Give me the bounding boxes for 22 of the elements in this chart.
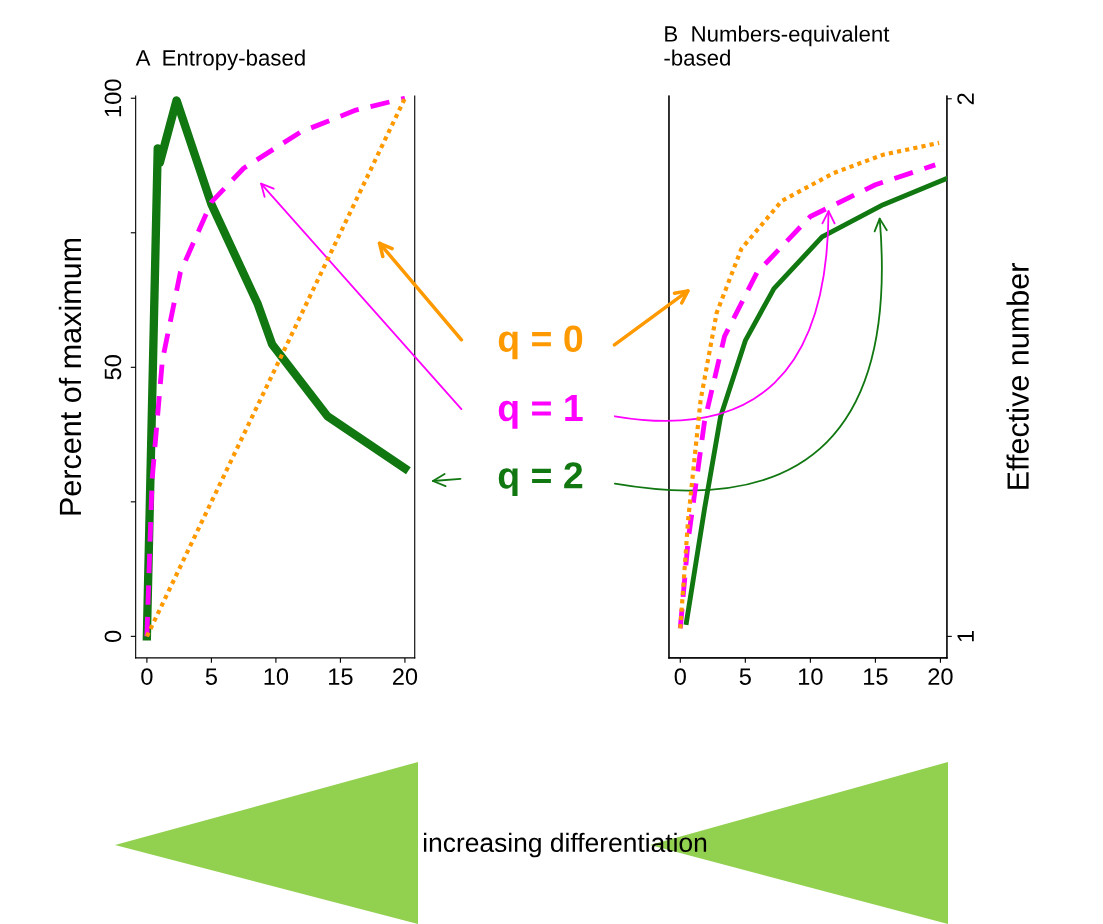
x-tick-label: 15: [329, 668, 353, 685]
y2-tick-label: 2: [957, 93, 974, 105]
y2-tick-label: 1: [957, 630, 974, 642]
x-tick-label: 10: [264, 668, 289, 685]
x-tick-label: 0: [674, 668, 686, 685]
x-tick-label: 15: [864, 668, 888, 685]
chart-title: A Entropy-based: [135, 49, 305, 71]
text: q = 1: [498, 395, 583, 429]
x-tick-label: 5: [739, 668, 751, 685]
x-tick-label: 10: [799, 668, 823, 685]
y-axis-title: Percent of maximum: [58, 238, 82, 515]
y-tick-label: 100: [104, 79, 122, 117]
text: q = 0: [498, 325, 583, 360]
y-tick-label: 0: [104, 630, 122, 643]
x-tick-label: 20: [928, 668, 953, 685]
x-tick-label: 5: [205, 668, 217, 685]
legend-label: q = 2: [498, 462, 583, 497]
chart-title: B Numbers-equivalent -based: [664, 25, 890, 66]
x-tick-label: 20: [392, 668, 418, 685]
x-tick-label: 0: [141, 668, 153, 685]
y2-axis-title: Effective number: [1006, 263, 1029, 489]
y-tick-label: 50: [104, 355, 122, 380]
